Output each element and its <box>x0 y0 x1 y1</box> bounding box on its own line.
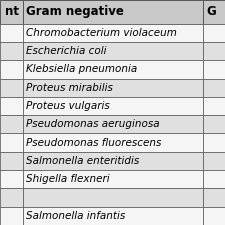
Bar <box>0 133 22 152</box>
Bar <box>22 79 202 97</box>
Bar <box>0 207 22 225</box>
Text: Klebsiella pneumonia: Klebsiella pneumonia <box>26 64 137 74</box>
Bar <box>22 97 202 115</box>
Bar <box>0 0 22 24</box>
Bar <box>0 97 22 115</box>
Bar <box>22 133 202 152</box>
Text: Proteus mirabilis: Proteus mirabilis <box>26 83 113 93</box>
Bar <box>22 170 202 188</box>
Bar <box>202 60 225 79</box>
Text: Pseudomonas fluorescens: Pseudomonas fluorescens <box>26 138 161 148</box>
Text: Gram negative: Gram negative <box>26 5 124 18</box>
Bar <box>22 42 202 60</box>
Text: Chromobacterium violaceum: Chromobacterium violaceum <box>26 28 177 38</box>
Bar <box>22 115 202 133</box>
Bar <box>202 42 225 60</box>
Bar <box>202 115 225 133</box>
Bar <box>202 133 225 152</box>
Bar <box>202 24 225 42</box>
Bar <box>0 152 22 170</box>
Text: Salmonella infantis: Salmonella infantis <box>26 211 125 221</box>
Text: Pseudomonas aeruginosa: Pseudomonas aeruginosa <box>26 119 160 129</box>
Bar <box>22 24 202 42</box>
Bar <box>202 188 225 207</box>
Bar <box>0 42 22 60</box>
Bar <box>202 79 225 97</box>
Text: nt: nt <box>5 5 19 18</box>
Text: Escherichia coli: Escherichia coli <box>26 46 106 56</box>
Bar <box>202 170 225 188</box>
Bar <box>0 24 22 42</box>
Text: Shigella flexneri: Shigella flexneri <box>26 174 110 184</box>
Bar <box>202 207 225 225</box>
Bar <box>22 152 202 170</box>
Bar <box>0 115 22 133</box>
Text: Salmonella enteritidis: Salmonella enteritidis <box>26 156 139 166</box>
Bar <box>0 79 22 97</box>
Bar <box>22 207 202 225</box>
Text: G: G <box>207 5 216 18</box>
Bar <box>202 0 225 24</box>
Bar <box>202 152 225 170</box>
Bar <box>22 60 202 79</box>
Bar <box>0 170 22 188</box>
Bar <box>0 188 22 207</box>
Bar <box>22 188 202 207</box>
Bar <box>0 60 22 79</box>
Bar <box>22 0 202 24</box>
Bar <box>202 97 225 115</box>
Text: Proteus vulgaris: Proteus vulgaris <box>26 101 110 111</box>
